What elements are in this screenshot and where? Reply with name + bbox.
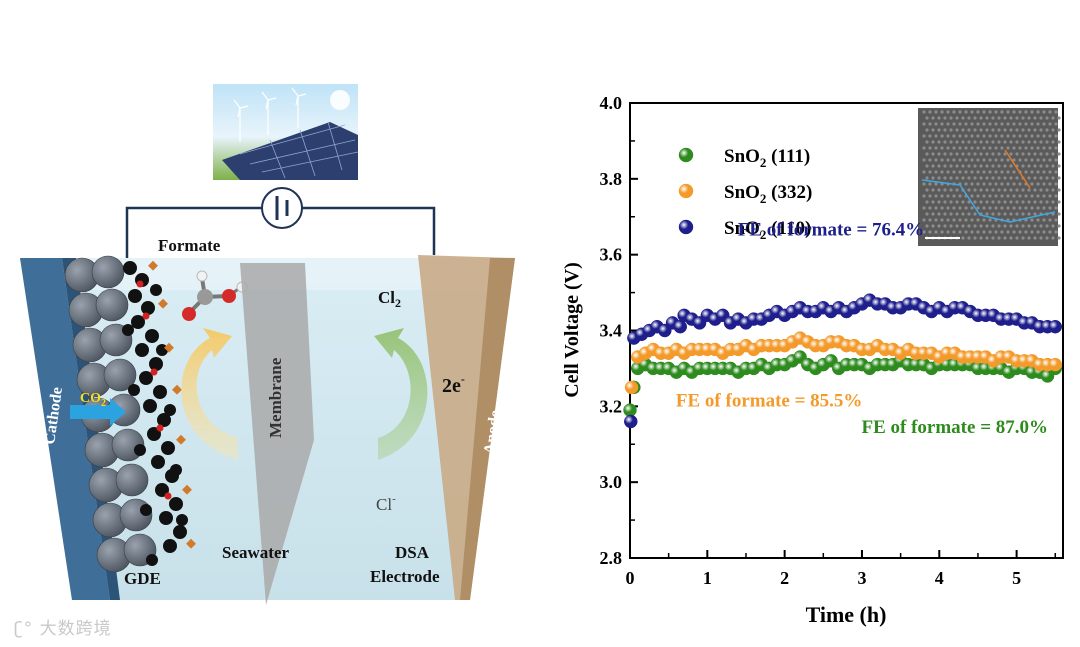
tem-inset-image (918, 108, 1061, 246)
y-tick-label: 3.8 (600, 169, 623, 189)
electrode-label: Electrode (370, 567, 440, 586)
legend-marker (678, 219, 694, 235)
dsa-label: DSA (395, 543, 430, 562)
reduction-arrow (181, 328, 238, 460)
y-tick-label: 2.8 (600, 548, 623, 568)
fe-annotation: FE of formate = 85.5% (676, 390, 863, 411)
y-tick-label: 3.4 (600, 321, 623, 341)
solar-wind-photo (213, 84, 359, 180)
data-point (673, 319, 688, 334)
legend-marker (678, 183, 694, 199)
y-tick-label: 3.6 (600, 245, 623, 265)
catalyst-layer (122, 260, 196, 566)
co2-label: CO2 (80, 391, 106, 409)
data-point (624, 380, 639, 395)
electrolyzer-diagram: Formate Cathode CO2 GDE Membrane Seawate… (20, 84, 515, 605)
membrane (240, 263, 314, 605)
watermark-text: 大数跨境 (39, 619, 112, 639)
cathode-plate (20, 258, 110, 600)
power-source-icon (261, 187, 303, 229)
voltage-chart: 2.83.03.23.43.63.84.00 1 2 3 4 5 SnO2 (111)Sn… (561, 93, 1064, 627)
x-tick-label: 2 (780, 568, 789, 588)
y-tick-label: 3.2 (600, 396, 623, 416)
chloride-label: Cl- (376, 493, 396, 514)
watermark-logo: ʗ° 大数跨境 (14, 614, 112, 639)
x-tick-label: 0 (626, 568, 635, 588)
legend-entry: SnO2 (110) (724, 218, 811, 242)
data-point (623, 403, 637, 417)
anode-label: Anode (481, 409, 504, 455)
legend-entry: SnO2 (332) (724, 182, 812, 206)
co2-arrow (70, 398, 126, 426)
y-axis-title: Cell Voltage (V) (561, 262, 583, 398)
oxidation-arrow (374, 328, 428, 460)
fe-annotation: FE of formate = 87.0% (861, 417, 1048, 438)
fe-annotation: FE of formate = 76.4% (738, 220, 925, 241)
gde-label: GDE (124, 569, 161, 588)
data-point (624, 414, 638, 429)
x-tick-label: 1 (703, 568, 712, 588)
electrons-label: 2e- (442, 372, 465, 397)
membrane-label: Membrane (266, 357, 285, 438)
y-tick-label: 4.0 (600, 93, 623, 113)
x-tick-label: 5 (1012, 568, 1021, 588)
legend-marker (678, 147, 694, 163)
y-tick-label: 3.0 (600, 472, 623, 492)
legend: SnO2 (111) SnO2 (332) SnO2 (110) (678, 146, 812, 242)
x-axis-title: Time (h) (806, 602, 887, 627)
watermark-icon: ʗ° (14, 619, 34, 639)
x-tick-label: 4 (935, 568, 944, 588)
formate-molecule (182, 270, 248, 321)
legend-entry: SnO2 (111) (724, 146, 810, 170)
x-tick-label: 3 (857, 568, 866, 588)
circuit-wire (125, 206, 436, 258)
data-point (1048, 319, 1063, 334)
formate-label: Formate (158, 236, 221, 255)
cl2-label: Cl2 (378, 288, 401, 310)
data-point (1048, 357, 1063, 372)
seawater-label: Seawater (222, 543, 289, 562)
